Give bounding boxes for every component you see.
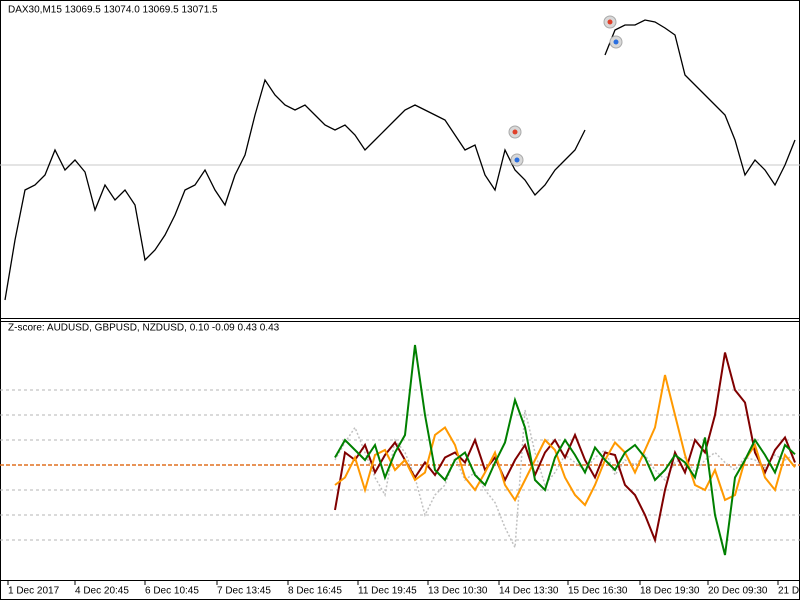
price-line-path [604, 19, 796, 187]
x-tick-label: 21 Dec 1 [778, 586, 800, 597]
x-tick-label: 6 Dec 10:45 [145, 586, 199, 597]
x-tick-label: 18 Dec 19:30 [640, 586, 700, 597]
x-tick-label: 15 Dec 16:30 [568, 586, 628, 597]
indicator-header: Z-score: AUDUSD, GBPUSD, NZDUSD, 0.10 -0… [8, 323, 280, 334]
x-tick-label: 8 Dec 16:45 [288, 586, 342, 597]
x-tick-label: 11 Dec 19:45 [358, 586, 417, 597]
trade-marker-dot [607, 19, 613, 25]
trade-marker-dot [512, 129, 518, 135]
zscore-line [334, 344, 796, 556]
x-tick-label: 7 Dec 13:45 [217, 586, 271, 597]
trade-marker-dot [613, 39, 619, 45]
x-tick-label: 1 Dec 2017 [8, 586, 60, 597]
price-line-path [4, 78, 586, 301]
x-tick-label: 4 Dec 20:45 [75, 586, 129, 597]
trade-marker-dot [514, 157, 520, 163]
x-tick-label: 20 Dec 09:30 [708, 586, 768, 597]
price-header: DAX30,M15 13069.5 13074.0 13069.5 13071.… [8, 5, 218, 16]
x-tick-label: 13 Dec 10:30 [428, 586, 488, 597]
zscore-line [334, 409, 796, 551]
x-tick-label: 14 Dec 13:30 [499, 586, 559, 597]
zscore-line [334, 374, 796, 507]
